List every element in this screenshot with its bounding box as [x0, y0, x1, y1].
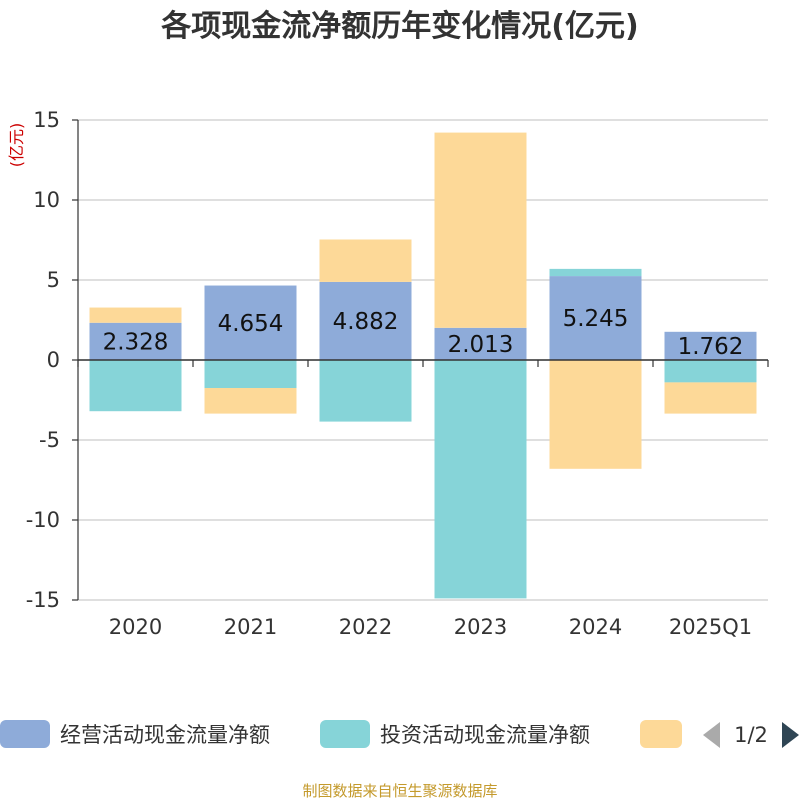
y-tick-label: -10: [26, 508, 60, 532]
x-tick-label: 2020: [109, 615, 162, 639]
bar-series0-2021[interactable]: [204, 285, 297, 360]
legend-prev-page-icon[interactable]: [703, 722, 720, 748]
data-label: 2.013: [448, 332, 514, 358]
data-source-footer: 制图数据来自恒生聚源数据库: [302, 782, 497, 800]
y-tick-label: 5: [47, 268, 60, 292]
data-label: 2.328: [103, 329, 169, 355]
x-tick-label: 2025Q1: [669, 615, 752, 639]
bar-series0-2022[interactable]: [319, 281, 412, 360]
x-tick-labels: 2020 2021 2022 2023 2024 2025Q1: [109, 615, 752, 639]
bar-series2-2023[interactable]: [434, 132, 527, 328]
legend-swatch-financing[interactable]: [640, 720, 682, 748]
bar-series1-2024[interactable]: [549, 268, 642, 277]
legend: 经营活动现金流量净额 投资活动现金流量净额 1/2: [0, 720, 799, 748]
bar-series1-2020[interactable]: [89, 360, 182, 412]
bar-series2-2021[interactable]: [204, 388, 297, 414]
bar-series1-2021[interactable]: [204, 360, 297, 388]
y-tick-label: 10: [33, 188, 60, 212]
legend-label-investing[interactable]: 投资活动现金流量净额: [380, 723, 590, 747]
data-label: 4.882: [333, 309, 399, 335]
x-tick-label: 2024: [569, 615, 622, 639]
bar-series0-2025Q1[interactable]: [664, 331, 757, 360]
legend-swatch-operating[interactable]: [0, 720, 50, 748]
y-tick-label: 0: [47, 348, 60, 372]
bar-series1-2023[interactable]: [434, 360, 527, 599]
y-tick-label: -15: [26, 588, 60, 612]
x-tick-label: 2021: [224, 615, 277, 639]
data-label: 4.654: [218, 311, 284, 337]
legend-next-page-icon[interactable]: [782, 722, 799, 748]
chart-title: 各项现金流净额历年变化情况(亿元): [160, 9, 638, 44]
axes: [72, 119, 769, 601]
data-labels: 2.328 4.654 4.882 2.013 5.245 1.762: [103, 306, 744, 360]
y-tick-labels: 15 10 5 0 -5 -10 -15: [26, 108, 60, 612]
bar-series1-2022[interactable]: [319, 360, 412, 422]
y-tick-label: -5: [39, 428, 60, 452]
legend-swatch-investing[interactable]: [320, 720, 370, 748]
legend-label-operating[interactable]: 经营活动现金流量净额: [60, 723, 270, 747]
data-label: 1.762: [678, 334, 744, 360]
data-label: 5.245: [563, 306, 629, 332]
y-axis-unit-label: (亿元): [7, 123, 26, 168]
bar-series2-2025Q1[interactable]: [664, 382, 757, 414]
x-tick-label: 2022: [339, 615, 392, 639]
bar-series0-2024[interactable]: [549, 276, 642, 360]
bar-series1-2025Q1[interactable]: [664, 360, 757, 383]
bar-series0-2023[interactable]: [434, 327, 527, 360]
bar-series2-2020[interactable]: [89, 307, 182, 323]
y-tick-label: 15: [33, 108, 60, 132]
legend-page-indicator: 1/2: [734, 723, 768, 747]
bars: [89, 132, 757, 599]
bar-series2-2022[interactable]: [319, 239, 412, 282]
bar-series0-2020[interactable]: [89, 322, 182, 360]
x-tick-label: 2023: [454, 615, 507, 639]
bar-series2-2024[interactable]: [549, 360, 642, 469]
